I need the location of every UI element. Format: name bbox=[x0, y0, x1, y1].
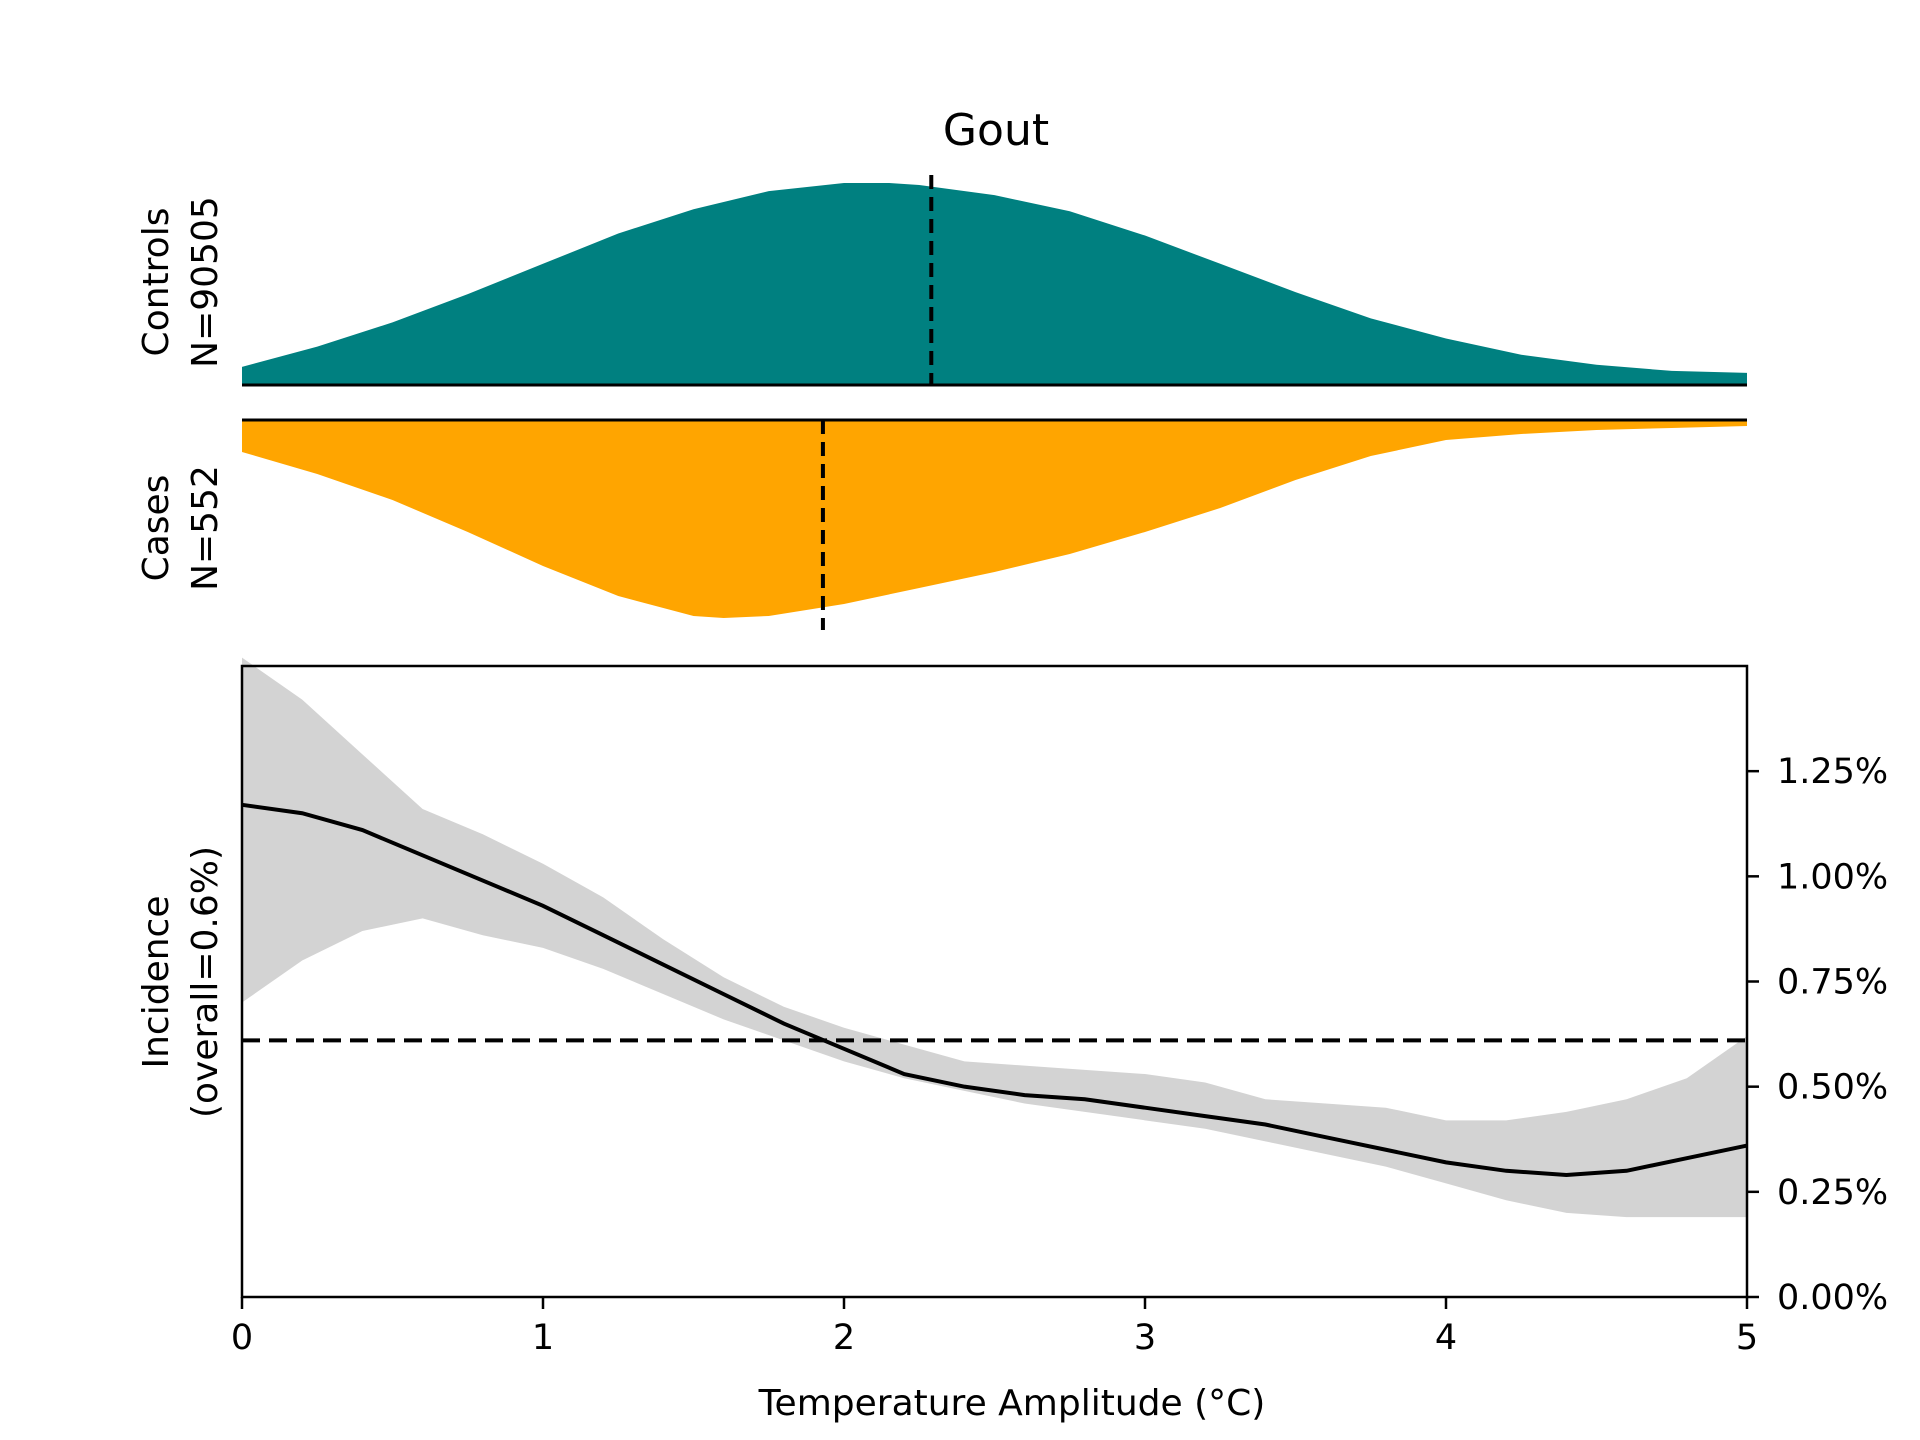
y-tick-label: 0.50% bbox=[1777, 1068, 1888, 1108]
y-tick-label: 0.25% bbox=[1777, 1173, 1888, 1213]
x-axis: 0 1 2 3 4 5 bbox=[231, 1297, 1758, 1358]
x-axis-label: Temperature Amplitude (°C) bbox=[758, 1383, 1266, 1424]
controls-count-label: N=90505 bbox=[185, 196, 226, 368]
x-tick-label: 1 bbox=[532, 1318, 554, 1358]
y-tick-label: 0.75% bbox=[1777, 963, 1888, 1003]
controls-label: Controls bbox=[136, 208, 177, 357]
cases-panel: Cases N=552 bbox=[136, 418, 1747, 630]
controls-panel: Controls N=90505 bbox=[136, 175, 1747, 387]
incidence-panel: 0 1 2 3 4 5 0.00% 0.25% 0.50% 0.75% 1.00% 1.25% Te… bbox=[136, 657, 1888, 1424]
incidence-line bbox=[241, 802, 1748, 1178]
y-tick-label: 1.00% bbox=[1777, 857, 1888, 897]
x-tick-label: 3 bbox=[1134, 1318, 1156, 1358]
chart-title: Gout bbox=[943, 105, 1049, 156]
y-tick-label: 1.25% bbox=[1777, 752, 1888, 792]
cases-count-label: N=552 bbox=[185, 465, 226, 591]
y-axis-right: 0.00% 0.25% 0.50% 0.75% 1.00% 1.25% bbox=[1747, 752, 1888, 1318]
y-axis-label-detail: (overall=0.6%) bbox=[185, 846, 226, 1118]
x-tick-label: 2 bbox=[833, 1318, 855, 1358]
controls-density-area bbox=[242, 183, 1747, 385]
y-tick-label: 0.00% bbox=[1777, 1278, 1888, 1318]
y-axis-label: Incidence bbox=[136, 896, 177, 1069]
confidence-band bbox=[242, 657, 1747, 1218]
x-tick-label: 5 bbox=[1736, 1318, 1758, 1358]
x-tick-label: 0 bbox=[231, 1318, 253, 1358]
cases-label: Cases bbox=[136, 475, 177, 582]
x-tick-label: 4 bbox=[1435, 1318, 1457, 1358]
cases-density-area bbox=[242, 420, 1747, 618]
